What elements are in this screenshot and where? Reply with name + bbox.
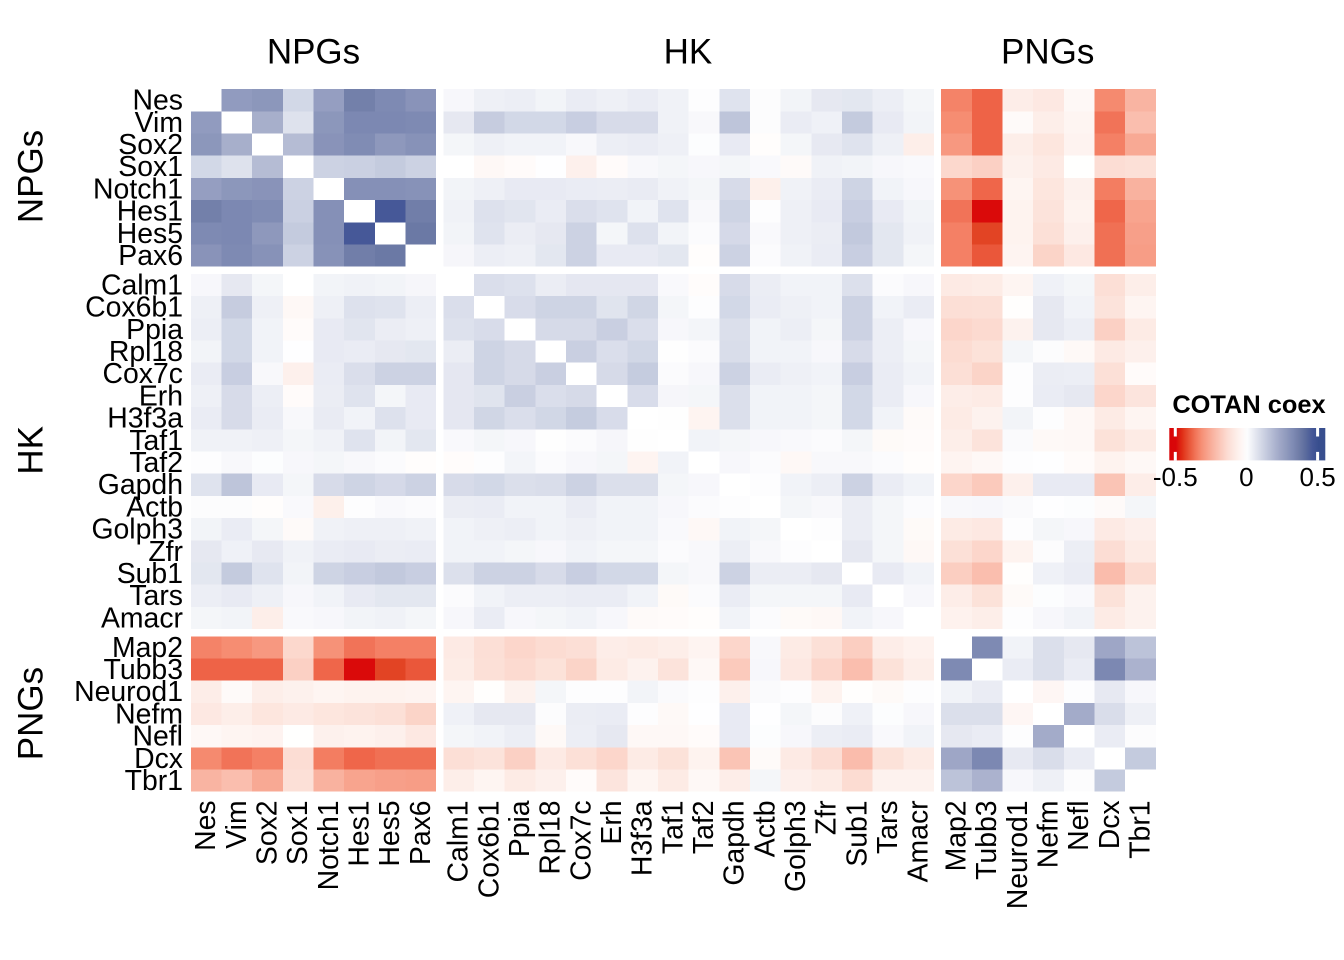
svg-text:Erh: Erh xyxy=(139,380,183,412)
svg-text:PNGs: PNGs xyxy=(1001,33,1094,72)
svg-text:Cox7c: Cox7c xyxy=(565,800,597,880)
svg-text:Taf1: Taf1 xyxy=(657,800,689,854)
svg-text:Sox1: Sox1 xyxy=(118,151,183,183)
svg-text:Ppia: Ppia xyxy=(126,314,183,346)
svg-text:Pax6: Pax6 xyxy=(405,800,437,865)
svg-text:Notch1: Notch1 xyxy=(313,800,345,890)
svg-text:Sox2: Sox2 xyxy=(251,800,283,865)
svg-text:Actb: Actb xyxy=(749,800,781,857)
svg-text:Neurod1: Neurod1 xyxy=(74,676,183,708)
svg-text:Neurod1: Neurod1 xyxy=(1002,800,1034,909)
svg-text:Gapdh: Gapdh xyxy=(719,800,751,885)
svg-text:Tbr1: Tbr1 xyxy=(1124,800,1156,858)
svg-text:Tars: Tars xyxy=(129,580,183,612)
svg-text:Gapdh: Gapdh xyxy=(98,469,183,501)
svg-text:Sub1: Sub1 xyxy=(841,800,873,866)
svg-text:Nefl: Nefl xyxy=(1063,800,1095,851)
svg-text:Golph3: Golph3 xyxy=(91,514,183,546)
svg-text:Taf2: Taf2 xyxy=(129,447,183,479)
svg-text:H3f3a: H3f3a xyxy=(627,800,659,876)
svg-text:NPGs: NPGs xyxy=(267,33,360,72)
svg-text:Tbr1: Tbr1 xyxy=(125,765,183,797)
svg-text:Dcx: Dcx xyxy=(134,743,183,775)
svg-text:NPGs: NPGs xyxy=(12,130,51,223)
svg-text:Tubb3: Tubb3 xyxy=(971,800,1003,879)
svg-text:Taf2: Taf2 xyxy=(688,800,720,854)
svg-text:Vim: Vim xyxy=(221,800,253,848)
svg-text:Taf1: Taf1 xyxy=(129,425,183,457)
svg-text:Hes5: Hes5 xyxy=(374,800,406,866)
svg-text:HK: HK xyxy=(664,33,713,72)
svg-text:-0.5: -0.5 xyxy=(1153,462,1198,492)
svg-text:Tars: Tars xyxy=(872,800,904,854)
svg-text:Nefm: Nefm xyxy=(1033,800,1065,868)
svg-text:Hes1: Hes1 xyxy=(117,196,183,228)
svg-text:Map2: Map2 xyxy=(112,632,183,664)
svg-text:Cox7c: Cox7c xyxy=(103,358,183,390)
svg-text:Calm1: Calm1 xyxy=(101,269,183,301)
svg-text:Tubb3: Tubb3 xyxy=(104,654,183,686)
svg-text:Nefl: Nefl xyxy=(133,721,184,753)
svg-text:Sox1: Sox1 xyxy=(282,800,314,865)
svg-text:Golph3: Golph3 xyxy=(780,800,812,892)
svg-text:Cox6b1: Cox6b1 xyxy=(85,292,183,324)
svg-text:Ppia: Ppia xyxy=(504,800,536,857)
svg-text:Pax6: Pax6 xyxy=(118,240,183,272)
svg-text:Notch1: Notch1 xyxy=(93,173,183,205)
svg-text:Amacr: Amacr xyxy=(101,602,183,634)
svg-text:Calm1: Calm1 xyxy=(443,800,475,882)
svg-text:Zfr: Zfr xyxy=(811,800,843,835)
svg-text:HK: HK xyxy=(12,426,51,475)
svg-text:Nes: Nes xyxy=(190,800,222,851)
svg-text:Map2: Map2 xyxy=(941,800,973,871)
svg-text:Vim: Vim xyxy=(135,107,183,139)
svg-text:Rpl18: Rpl18 xyxy=(109,336,183,368)
svg-text:Zfr: Zfr xyxy=(148,536,183,568)
svg-text:Actb: Actb xyxy=(126,491,183,523)
svg-text:Erh: Erh xyxy=(596,800,628,844)
svg-text:0: 0 xyxy=(1239,462,1253,492)
svg-text:Cox6b1: Cox6b1 xyxy=(473,800,505,898)
svg-text:Sub1: Sub1 xyxy=(117,558,183,590)
svg-text:Nefm: Nefm xyxy=(115,698,183,730)
svg-text:PNGs: PNGs xyxy=(12,667,51,760)
svg-text:Dcx: Dcx xyxy=(1094,800,1126,849)
svg-text:0.5: 0.5 xyxy=(1300,462,1336,492)
svg-text:Nes: Nes xyxy=(133,85,184,117)
svg-text:COTAN coex: COTAN coex xyxy=(1172,391,1325,419)
svg-text:H3f3a: H3f3a xyxy=(107,403,183,435)
svg-text:Amacr: Amacr xyxy=(903,800,935,882)
svg-text:Sox2: Sox2 xyxy=(118,129,183,161)
svg-text:Hes1: Hes1 xyxy=(343,800,375,866)
svg-text:Hes5: Hes5 xyxy=(117,218,183,250)
svg-text:Rpl18: Rpl18 xyxy=(535,800,567,874)
